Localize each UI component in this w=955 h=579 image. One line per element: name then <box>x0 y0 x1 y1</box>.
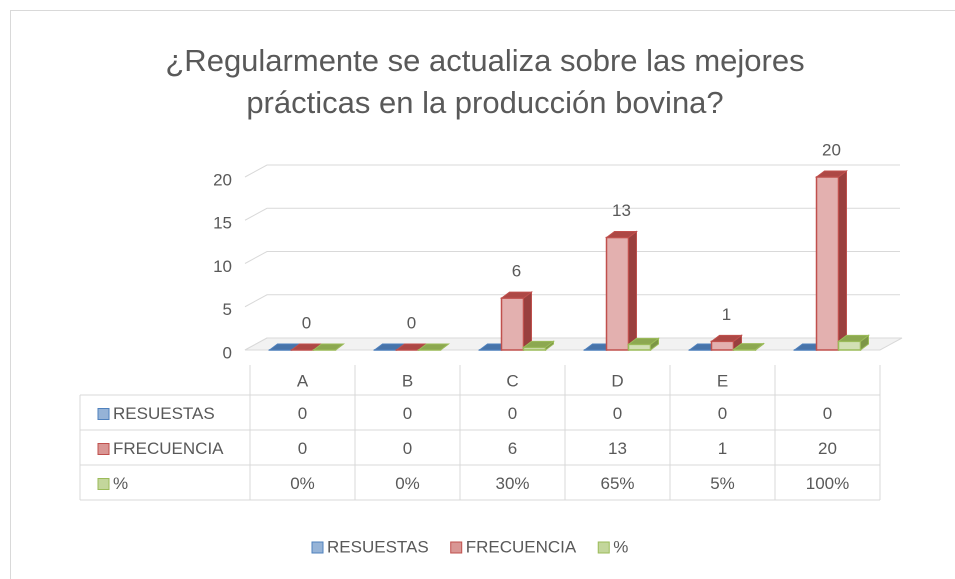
table-cell: 30% <box>495 474 529 493</box>
x-tick-label: E <box>717 371 728 390</box>
legend-key <box>97 408 110 420</box>
bar-side <box>628 230 637 351</box>
bar-top <box>500 291 533 299</box>
y-tick-label: 20 <box>213 170 232 189</box>
bar-front <box>500 297 525 351</box>
y-tick-label: 5 <box>223 300 232 319</box>
legend-key <box>597 541 610 554</box>
x-tick-label: C <box>506 371 518 390</box>
bar-top <box>710 334 743 342</box>
bar-front <box>837 340 862 351</box>
table-cell: 0 <box>298 439 307 458</box>
bar <box>627 337 660 351</box>
data-label: 0 <box>407 313 416 332</box>
y-tick-label: 10 <box>213 257 232 276</box>
table-cell: 0 <box>403 404 412 423</box>
bar-top <box>815 170 848 178</box>
legend-label: FRECUENCIA <box>466 537 577 556</box>
chart-border <box>10 10 955 579</box>
data-label: 13 <box>612 201 631 220</box>
legend-key <box>97 478 110 490</box>
bar-top <box>417 343 450 351</box>
table-row-label: RESUESTAS <box>113 404 215 423</box>
bar <box>710 334 743 351</box>
bar <box>837 334 870 351</box>
bar <box>522 340 555 351</box>
grid-line <box>244 207 900 221</box>
x-tick-label: D <box>611 371 623 390</box>
table-cell: 0 <box>508 404 517 423</box>
table-row-label: FRECUENCIA <box>113 439 224 458</box>
grid-line <box>244 251 900 264</box>
bar-front <box>710 340 735 351</box>
y-tick-label: 0 <box>223 343 232 362</box>
table-cell: 0 <box>403 439 412 458</box>
bar <box>417 343 450 351</box>
bar <box>732 342 765 351</box>
table-row-label: % <box>113 474 128 493</box>
table-cell: 13 <box>608 439 627 458</box>
grid-line <box>244 164 900 178</box>
bar <box>312 343 345 351</box>
legend-key <box>97 443 110 455</box>
bar-side <box>838 170 847 351</box>
data-label: 20 <box>822 140 841 159</box>
bar-top <box>522 340 555 348</box>
bar <box>815 170 848 351</box>
chart-title: ¿Regularmente se actualiza sobre las mej… <box>165 43 805 120</box>
grid-line <box>244 294 900 308</box>
table-cell: 100% <box>806 474 849 493</box>
bar-top <box>837 334 870 342</box>
table-cell: 5% <box>710 474 735 493</box>
y-tick-label: 15 <box>213 214 232 233</box>
legend-key <box>311 541 324 554</box>
table-cell: 0 <box>298 404 307 423</box>
table-cell: 20 <box>818 439 837 458</box>
table-cell: 6 <box>508 439 517 458</box>
data-label: 1 <box>722 305 731 324</box>
table-cell: 0 <box>613 404 622 423</box>
bar-front <box>605 236 630 351</box>
table-cell: 0% <box>290 474 315 493</box>
table-cell: 65% <box>600 474 634 493</box>
data-label: 0 <box>302 313 311 332</box>
bar-front <box>815 176 840 351</box>
bar-top <box>627 337 660 345</box>
bar-top <box>312 343 345 351</box>
bar-top <box>732 343 765 351</box>
x-tick-label: B <box>402 371 413 390</box>
bar <box>500 291 533 351</box>
bar-side <box>523 291 532 351</box>
data-label: 6 <box>512 262 521 281</box>
legend-label: % <box>613 537 628 556</box>
bar-top <box>605 231 638 239</box>
legend-key <box>450 541 463 554</box>
legend-label: RESUESTAS <box>327 537 429 556</box>
table-cell: 0 <box>823 404 832 423</box>
table-cell: 0% <box>395 474 420 493</box>
x-tick-label: A <box>297 371 309 390</box>
bar <box>605 230 638 351</box>
bar-front <box>627 343 652 351</box>
table-cell: 0 <box>718 404 727 423</box>
table-cell: 1 <box>718 439 727 458</box>
